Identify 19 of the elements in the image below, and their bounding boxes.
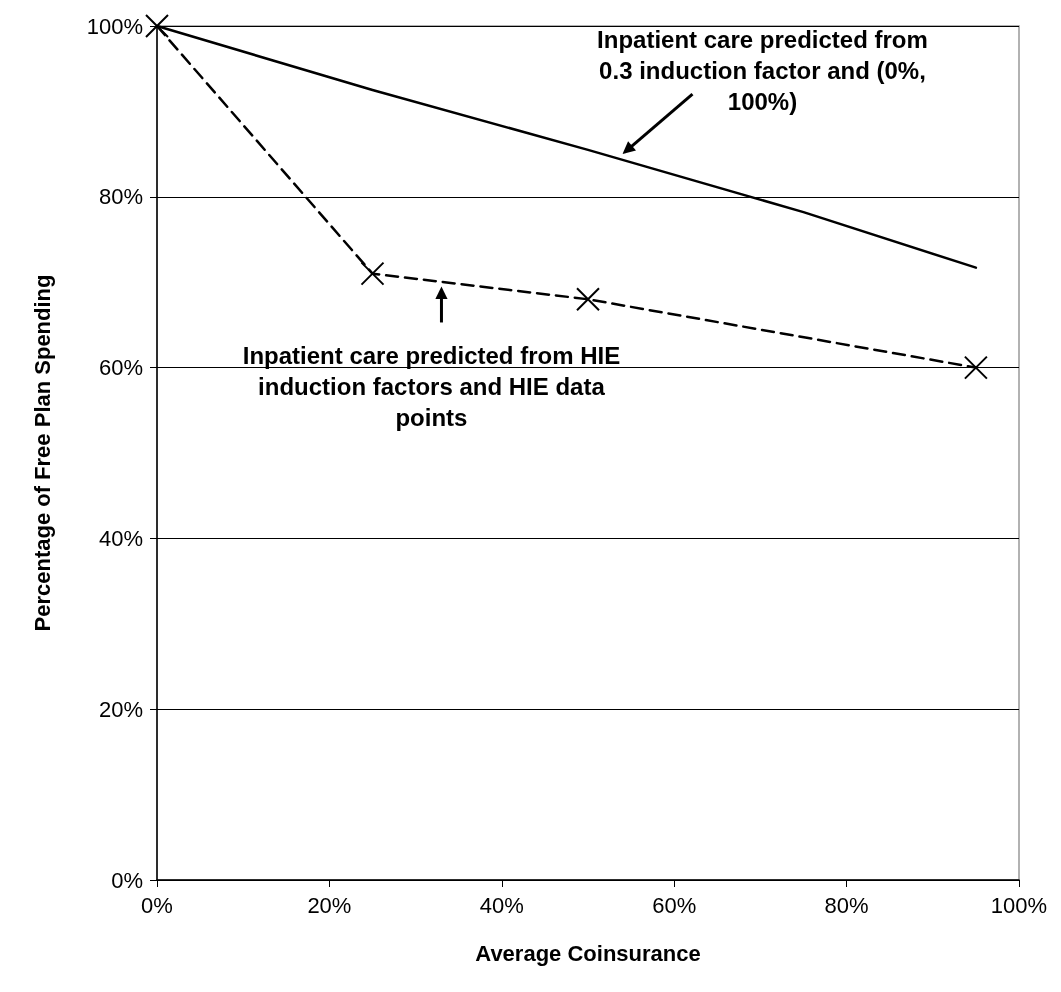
x-tick-label: 0% [141,892,173,918]
annotation: Inpatient care predicted from 0.3 induction factor and (0%, 100%) [596,25,929,118]
y-tick-label: 20% [98,696,143,722]
x-tick-label: 100% [990,892,1048,918]
point [963,355,988,380]
y-tick-label: 40% [98,525,143,551]
point [576,287,600,312]
x-tick-label: 80% [824,892,869,918]
x-tick-label: 20% [307,892,352,918]
y-axis-title: Percentage of Free Plan Spending [29,274,55,632]
y-tick-label: 60% [98,355,143,381]
y-tick-label: 80% [98,184,143,210]
x-tick-label: 40% [479,892,524,918]
y-tick-label: 100% [86,13,143,39]
x-axis-title: Average Coinsurance [475,940,701,966]
point [360,261,385,286]
annotation: Inpatient care predicted from HIE induction factors and HIE data points [241,341,622,434]
y-tick-label: 0% [111,867,143,893]
x-tick-label: 60% [652,892,697,918]
